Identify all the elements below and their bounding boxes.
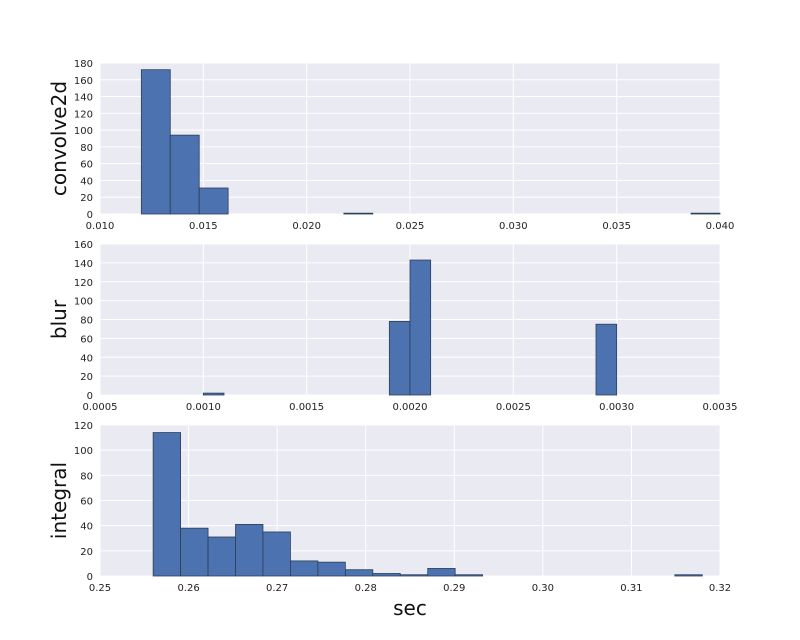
panel-blur: 0.0005 0.0010 0.0015 0.0020 0.0025 0.0030 0.00… bbox=[47, 240, 738, 413]
x-tick-label-integral: 0.32 bbox=[709, 583, 731, 594]
x-tick-label-integral: 0.29 bbox=[443, 583, 465, 594]
x-ticks-convolve2d: 0.010 0.015 0.020 0.025 0.030 0.035 0.040 bbox=[86, 221, 735, 232]
x-ticks-integral: 0.25 0.26 0.27 0.28 0.29 0.30 0.31 0.32 bbox=[89, 583, 731, 594]
x-tick-label-convolve2d: 0.025 bbox=[396, 221, 425, 232]
x-tick-label-blur: 0.0005 bbox=[83, 402, 118, 413]
y-tick-label-convolve2d: 140 bbox=[74, 93, 93, 104]
y-ticks-convolve2d: 0 20 40 60 80 100 120 140 160 180 bbox=[74, 59, 93, 221]
x-tick-label-convolve2d: 0.020 bbox=[292, 221, 321, 232]
y-tick-label-blur: 160 bbox=[74, 240, 93, 251]
bars-convolve2d bbox=[140, 69, 721, 215]
histogram-bar-convolve2d bbox=[690, 212, 721, 215]
histogram-bar-integral bbox=[674, 574, 703, 577]
y-tick-label-convolve2d: 0 bbox=[87, 210, 93, 221]
y-tick-label-convolve2d: 40 bbox=[80, 176, 93, 187]
y-tick-label-convolve2d: 20 bbox=[80, 193, 93, 204]
panel-integral: 0.25 0.26 0.27 0.28 0.29 0.30 0.31 0.32 0 20 40 60… bbox=[47, 421, 731, 620]
histogram-bar-integral bbox=[372, 573, 401, 577]
x-tick-label-convolve2d: 0.030 bbox=[499, 221, 528, 232]
y-tick-label-blur: 0 bbox=[87, 391, 93, 402]
y-tick-label-integral: 100 bbox=[74, 446, 93, 457]
y-tick-label-blur: 120 bbox=[74, 278, 93, 289]
y-tick-label-blur: 80 bbox=[80, 316, 93, 327]
y-tick-label-blur: 40 bbox=[80, 353, 93, 364]
x-tick-label-convolve2d: 0.010 bbox=[86, 221, 115, 232]
histogram-bar-integral bbox=[317, 561, 346, 577]
histogram-bar-blur bbox=[388, 320, 411, 396]
histogram-bar-integral bbox=[399, 574, 429, 577]
y-tick-label-convolve2d: 100 bbox=[74, 126, 93, 137]
y-axis-label-integral: integral bbox=[47, 462, 71, 539]
y-tick-label-convolve2d: 180 bbox=[74, 59, 93, 70]
histogram-bar-convolve2d bbox=[140, 69, 171, 215]
bars-integral bbox=[152, 432, 703, 577]
x-tick-label-blur: 0.0025 bbox=[496, 402, 531, 413]
histogram-bar-integral bbox=[180, 527, 209, 577]
x-tick-label-integral: 0.26 bbox=[177, 583, 199, 594]
y-tick-label-integral: 60 bbox=[80, 497, 93, 508]
y-tick-label-blur: 100 bbox=[74, 297, 93, 308]
histogram-bar-integral bbox=[427, 568, 456, 577]
y-tick-label-convolve2d: 60 bbox=[80, 160, 93, 171]
histogram-bar-integral bbox=[290, 560, 319, 577]
histogram-bar-integral bbox=[235, 524, 264, 577]
bars-blur bbox=[202, 259, 618, 396]
y-ticks-integral: 0 20 40 60 80 100 120 bbox=[74, 421, 93, 583]
x-tick-label-integral: 0.30 bbox=[532, 583, 554, 594]
x-tick-label-integral: 0.25 bbox=[89, 583, 111, 594]
y-tick-label-blur: 140 bbox=[74, 259, 93, 270]
histogram-bar-integral bbox=[454, 574, 484, 577]
y-axis-label-blur: blur bbox=[47, 299, 71, 339]
x-tick-label-blur: 0.0015 bbox=[289, 402, 324, 413]
histogram-bar-integral bbox=[344, 569, 374, 577]
x-tick-label-blur: 0.0020 bbox=[393, 402, 428, 413]
histogram-bar-blur bbox=[202, 392, 225, 396]
y-tick-label-convolve2d: 80 bbox=[80, 143, 93, 154]
x-tick-label-convolve2d: 0.040 bbox=[706, 221, 735, 232]
x-tick-label-blur: 0.0035 bbox=[703, 402, 738, 413]
gridlines-convolve2d bbox=[99, 62, 721, 215]
y-tick-label-integral: 0 bbox=[87, 572, 93, 583]
x-tick-label-integral: 0.28 bbox=[355, 583, 377, 594]
histogram-bar-integral bbox=[207, 536, 236, 577]
y-axis-label-convolve2d: convolve2d bbox=[47, 81, 71, 196]
x-tick-label-integral: 0.27 bbox=[266, 583, 288, 594]
y-tick-label-integral: 20 bbox=[80, 547, 93, 558]
y-tick-label-convolve2d: 120 bbox=[74, 109, 93, 120]
x-tick-label-convolve2d: 0.015 bbox=[189, 221, 218, 232]
histogram-bar-blur bbox=[409, 259, 432, 396]
x-ticks-blur: 0.0005 0.0010 0.0015 0.0020 0.0025 0.0030 0.00… bbox=[83, 402, 738, 413]
x-axis-label-integral: sec bbox=[393, 596, 427, 620]
histogram-bar-integral bbox=[152, 432, 181, 577]
histogram-bar-convolve2d bbox=[198, 187, 229, 215]
y-tick-label-convolve2d: 160 bbox=[74, 76, 93, 87]
y-ticks-blur: 0 20 40 60 80 100 120 140 160 bbox=[74, 240, 93, 402]
y-tick-label-blur: 60 bbox=[80, 334, 93, 345]
x-tick-label-convolve2d: 0.035 bbox=[602, 221, 631, 232]
x-tick-label-integral: 0.31 bbox=[620, 583, 642, 594]
x-tick-label-blur: 0.0030 bbox=[599, 402, 634, 413]
histogram-bar-blur bbox=[595, 323, 618, 396]
y-tick-label-blur: 20 bbox=[80, 372, 93, 383]
x-tick-label-blur: 0.0010 bbox=[186, 402, 221, 413]
y-tick-label-integral: 80 bbox=[80, 471, 93, 482]
histogram-bar-convolve2d bbox=[169, 134, 200, 215]
panel-convolve2d: 0.010 0.015 0.020 0.025 0.030 0.035 0.040 0 20 4… bbox=[47, 59, 734, 232]
histogram-bar-convolve2d bbox=[343, 212, 374, 215]
y-tick-label-integral: 40 bbox=[80, 522, 93, 533]
y-tick-label-integral: 120 bbox=[74, 421, 93, 432]
histogram-bar-integral bbox=[262, 531, 291, 577]
